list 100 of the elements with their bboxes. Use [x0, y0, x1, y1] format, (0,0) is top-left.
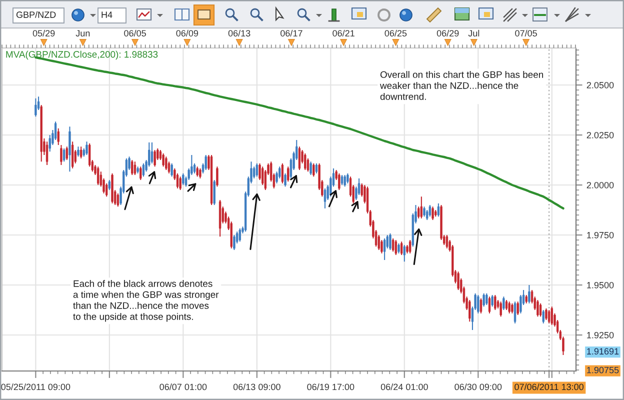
candlestick [344, 174, 346, 188]
candlestick [46, 141, 48, 166]
candlestick [258, 162, 261, 181]
candlestick [516, 301, 519, 316]
candlestick [179, 176, 182, 191]
candlestick [346, 172, 349, 184]
candlestick [468, 299, 471, 322]
annotation: Overall on this chart the GBP has been weaker than the NZD...hence the downtrend. [380, 71, 544, 100]
x-tick-label: 06/19 17:00 [307, 384, 354, 390]
candlestick [199, 168, 202, 179]
candlestick [106, 182, 108, 198]
candlestick [216, 166, 218, 188]
candlestick [520, 294, 522, 314]
candlestick [284, 172, 286, 188]
candlestick [190, 154, 193, 176]
candlestick [312, 162, 315, 178]
text: H4 [102, 12, 112, 18]
y-tick-label: 1.90755 [587, 366, 619, 374]
candlestick [514, 301, 516, 324]
candlestick [54, 121, 57, 141]
candlestick [545, 308, 548, 321]
candlestick [306, 158, 310, 172]
candlestick [400, 241, 403, 256]
candlestick [196, 166, 198, 178]
candlestick [68, 126, 71, 172]
x-tick-label: 06/30 09:00 [454, 384, 502, 390]
candlestick [77, 146, 80, 158]
candlestick [511, 302, 514, 314]
y-tick-label: 1.9750 [587, 232, 614, 238]
candlestick [432, 206, 434, 221]
candlestick [148, 142, 150, 168]
candlestick [150, 142, 154, 164]
candlestick [154, 149, 156, 168]
candlestick [437, 202, 440, 218]
candlestick [71, 141, 74, 169]
candlestick [66, 146, 68, 161]
candlestick [281, 162, 284, 184]
candlestick [505, 299, 508, 311]
candlestick [131, 159, 134, 176]
candlestick [60, 144, 62, 166]
candlestick [446, 234, 448, 249]
candlestick [176, 172, 179, 189]
candlestick [482, 292, 485, 308]
candlestick [287, 166, 290, 182]
candlestick [420, 196, 423, 219]
candlestick [86, 141, 88, 156]
candlestick [539, 302, 542, 318]
y-tick-label: 2.0000 [586, 182, 614, 188]
candlestick [528, 284, 530, 304]
candlestick [315, 162, 318, 174]
candlestick [548, 309, 550, 324]
candlestick [165, 156, 168, 171]
candlestick [428, 204, 432, 218]
x2-tick-label: Jul [468, 30, 480, 36]
candlestick [108, 179, 111, 191]
candlestick [536, 299, 539, 318]
candlestick [324, 188, 326, 209]
candlestick [457, 271, 460, 291]
candlestick [310, 161, 312, 176]
candlestick [238, 228, 241, 242]
candlestick [417, 206, 420, 219]
x-tick-label: 06/24 01:00 [380, 384, 428, 390]
candlestick [358, 178, 360, 196]
candlestick [170, 162, 173, 178]
x2-tick-label: 06/25 [384, 30, 407, 36]
x-tick-label: 07/06/2011 13:00 [514, 384, 584, 390]
x2-tick-label: 06/13 [228, 30, 250, 36]
candlestick [550, 306, 553, 326]
candlestick [233, 234, 236, 251]
y-tick-label: 1.91691 [587, 348, 619, 355]
x2-tick-label: 07/05 [515, 30, 537, 36]
candlestick [423, 206, 426, 218]
candlestick [426, 209, 428, 221]
candlestick [204, 154, 207, 171]
candlestick [80, 146, 82, 159]
candlestick [403, 244, 406, 262]
candlestick [34, 98, 37, 118]
candlestick [142, 162, 145, 178]
series-label: MVA(GBP/NZD.Close,200): 1.98833 [6, 50, 158, 60]
y-tick-label: 2.0500 [586, 82, 614, 88]
x2-tick-label: Jun [76, 30, 90, 36]
candlestick [340, 174, 344, 186]
candlestick [480, 298, 482, 314]
candlestick [502, 296, 505, 311]
candlestick [262, 166, 264, 186]
y-tick-label: 1.9250 [587, 332, 614, 338]
x2-tick-label: 05/29 [32, 30, 55, 36]
candlestick [140, 166, 142, 181]
candlestick [57, 128, 60, 146]
y-tick-label: 2.0250 [586, 132, 614, 138]
candlestick [392, 238, 394, 252]
candlestick [134, 161, 136, 176]
x2-tick-label: 06/17 [280, 30, 302, 36]
candlestick [62, 148, 66, 162]
x2-tick-label: 06/05 [124, 30, 146, 36]
x-tick-label: 06/07 01:00 [160, 384, 207, 390]
candlestick [378, 234, 380, 251]
candlestick [162, 152, 164, 168]
candlestick [408, 239, 412, 254]
candlestick [304, 152, 306, 171]
